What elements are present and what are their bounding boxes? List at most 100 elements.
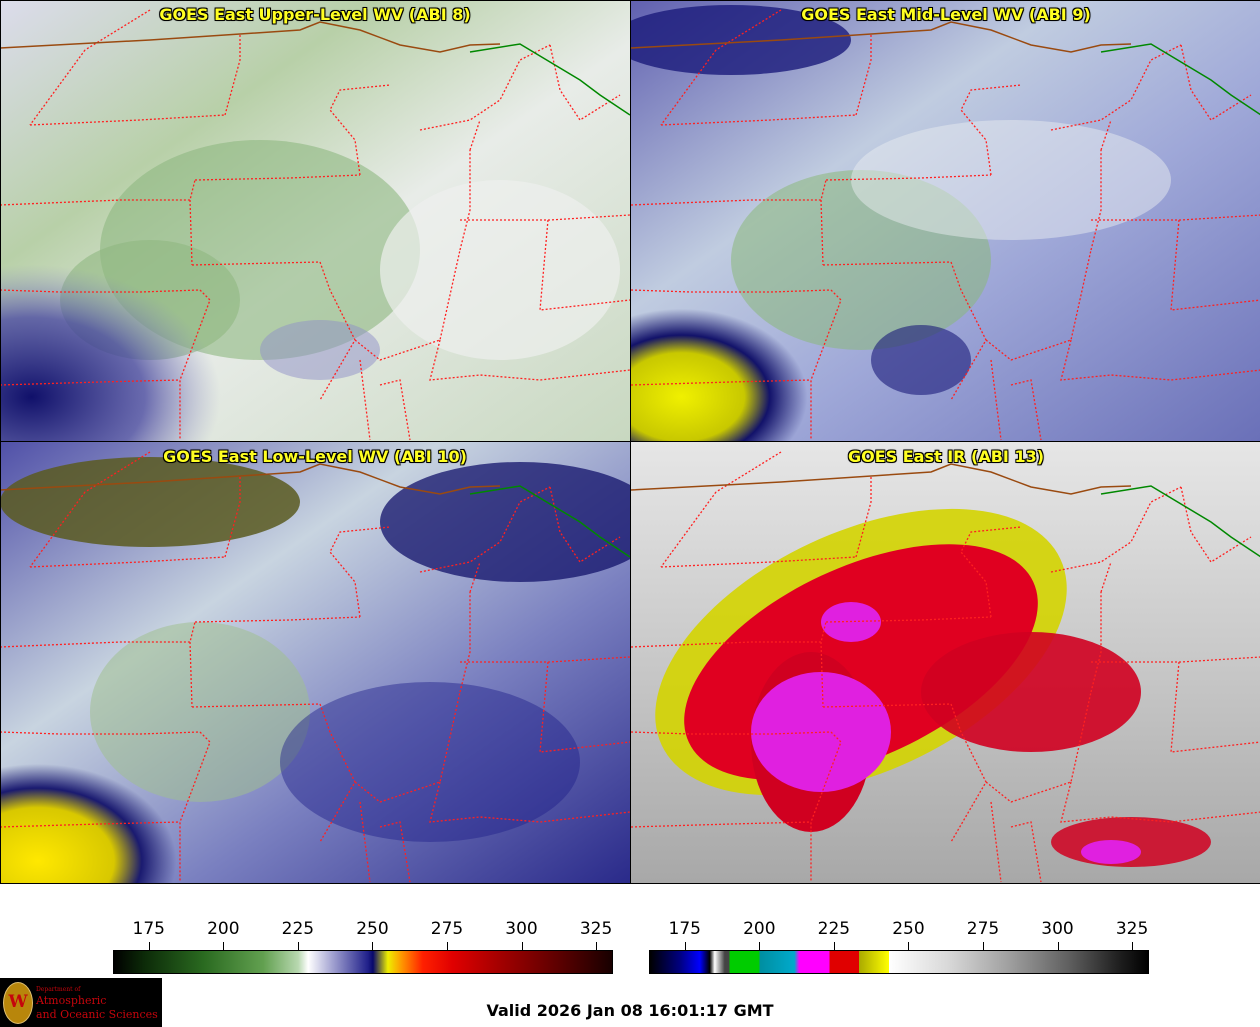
state-border [1091, 656, 1260, 663]
upper-level-wv-imagery [0, 0, 630, 441]
state-border [319, 703, 356, 843]
state-border [379, 379, 411, 441]
state-border [359, 359, 371, 441]
state-border [460, 214, 630, 221]
international-border [0, 21, 501, 53]
state-border [84, 451, 151, 493]
state-border [354, 249, 461, 361]
colorbar-tick [297, 942, 299, 950]
state-border [0, 379, 181, 386]
colorbar-tick [1057, 942, 1059, 950]
state-border [810, 289, 842, 440]
state-border [469, 119, 481, 151]
state-border [329, 526, 391, 618]
colorbar-tick [982, 942, 984, 950]
aos-logo: W Department of Atmospheric and Oceanic … [0, 978, 162, 1027]
state-border [549, 486, 621, 563]
colorbar-tick [1132, 942, 1134, 950]
horizontal-divider [0, 441, 1260, 442]
colorbar-tick-label: 325 [579, 919, 613, 939]
state-border [224, 35, 241, 116]
state-border [631, 289, 832, 293]
colorbar-tick-label: 250 [356, 919, 389, 939]
state-border [1180, 486, 1252, 563]
mid-level-wv-imagery [631, 0, 1260, 441]
state-border [631, 821, 812, 828]
panel-title: GOES East Upper-Level WV (ABI 8) [159, 5, 471, 24]
colorbar-tick [446, 942, 448, 950]
colorbar-tick-label: 200 [743, 919, 776, 939]
panel-title: GOES East Low-Level WV (ABI 10) [163, 447, 467, 466]
state-border [950, 261, 987, 401]
state-border [84, 9, 151, 51]
state-border [1050, 44, 1182, 131]
state-border [1060, 339, 1260, 381]
state-border [1090, 592, 1102, 693]
ir-colorbar [649, 950, 1149, 974]
colorbar-tick-label: 300 [505, 919, 538, 939]
colorbar-tick [908, 942, 910, 950]
state-border [0, 821, 181, 828]
state-border [29, 491, 86, 568]
international-border [631, 463, 1132, 495]
map-borders [0, 451, 630, 883]
state-border [1100, 119, 1112, 151]
state-border [429, 339, 630, 381]
international-border [0, 463, 501, 495]
colorbar-tick [596, 942, 598, 950]
state-border [631, 179, 827, 206]
state-border [459, 592, 471, 693]
state-border [990, 801, 1002, 883]
map-borders [631, 451, 1260, 883]
colorbar-tick-label: 275 [966, 919, 1000, 939]
state-border [0, 731, 201, 735]
province-border [469, 485, 630, 558]
state-border [419, 486, 551, 573]
state-border [990, 359, 1002, 441]
upper-level-wv-panel: GOES East Upper-Level WV (ABI 8) [0, 0, 630, 441]
colorbar-tick-label: 175 [668, 919, 701, 939]
state-border [191, 703, 321, 708]
colorbar-tick-label: 325 [1115, 919, 1149, 939]
state-border [960, 526, 1022, 618]
province-border [1100, 485, 1260, 558]
state-border [1010, 379, 1042, 441]
state-border [189, 199, 193, 266]
ir-imagery [631, 442, 1260, 883]
colorbar-tick-label: 225 [817, 919, 851, 939]
state-border [1050, 486, 1182, 573]
state-border [631, 379, 812, 386]
state-border [179, 289, 211, 440]
wv-colorbar [113, 950, 613, 974]
ir-panel: GOES East IR (ABI 13) [631, 442, 1260, 883]
state-border [419, 44, 551, 131]
state-border [224, 477, 241, 558]
low-level-wv-panel: GOES East Low-Level WV (ABI 10) [0, 442, 630, 883]
state-border [820, 199, 824, 266]
colorbar-tick [833, 942, 835, 950]
state-border [379, 821, 411, 883]
state-border [985, 249, 1092, 361]
state-border [1060, 781, 1260, 823]
state-border [189, 641, 193, 708]
colorbar-tick-label: 300 [1041, 919, 1074, 939]
state-border [1100, 561, 1112, 593]
logo-line-2: Atmospheric [36, 994, 107, 1007]
state-border [194, 616, 361, 623]
state-border [660, 556, 857, 568]
state-border [1090, 150, 1102, 251]
colorbar-tick-label: 275 [430, 919, 464, 939]
state-border [1010, 821, 1042, 883]
state-border [660, 491, 717, 568]
colorbar-tick-label: 175 [132, 919, 165, 939]
state-border [354, 691, 461, 803]
state-border [194, 174, 361, 181]
international-border [631, 21, 1132, 53]
state-border [660, 114, 857, 126]
province-border [469, 43, 630, 116]
state-border [715, 9, 782, 51]
state-border [810, 731, 842, 882]
state-border [820, 641, 824, 708]
map-borders [0, 9, 630, 441]
colorbar-tick [759, 942, 761, 950]
